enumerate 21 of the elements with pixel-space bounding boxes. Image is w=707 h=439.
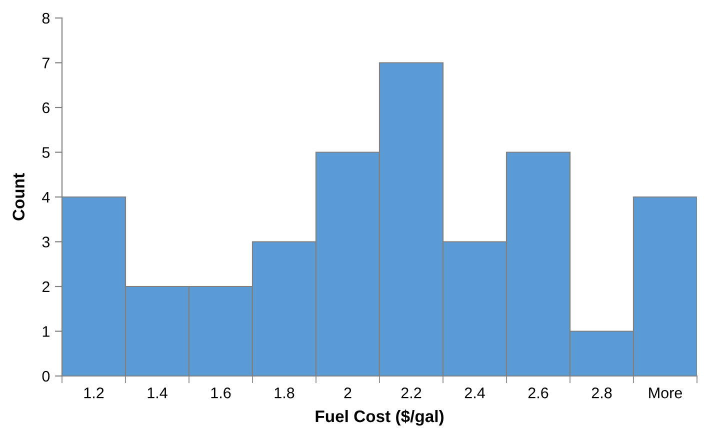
- y-tick-label: 1: [42, 326, 50, 337]
- x-tick-label: 1.8: [274, 388, 294, 398]
- x-axis-title: Fuel Cost ($/gal): [316, 410, 444, 426]
- x-tick-label: 2.4: [464, 388, 485, 398]
- y-tick-label: 7: [42, 58, 50, 68]
- y-tick-label: 4: [42, 192, 50, 203]
- x-tick-label: 2.6: [528, 388, 548, 398]
- x-tick-label: 1.4: [148, 388, 168, 398]
- y-tick-label: 3: [42, 236, 50, 248]
- x-tick-label: 2.2: [401, 388, 422, 398]
- x-tick-label: 2.8: [592, 388, 612, 398]
- y-tick-label: 5: [42, 147, 50, 158]
- y-tick-label: 8: [42, 12, 50, 24]
- y-tick-label: 6: [42, 102, 50, 114]
- x-tick-label: 2: [344, 388, 352, 398]
- x-tick-label: 1.2: [84, 388, 104, 398]
- y-tick-label: 2: [42, 281, 50, 292]
- y-axis-title: Count: [12, 173, 25, 220]
- x-tick-label: More: [649, 388, 682, 398]
- x-tick-label: 1.6: [211, 388, 231, 398]
- y-tick-label: 0: [42, 370, 50, 382]
